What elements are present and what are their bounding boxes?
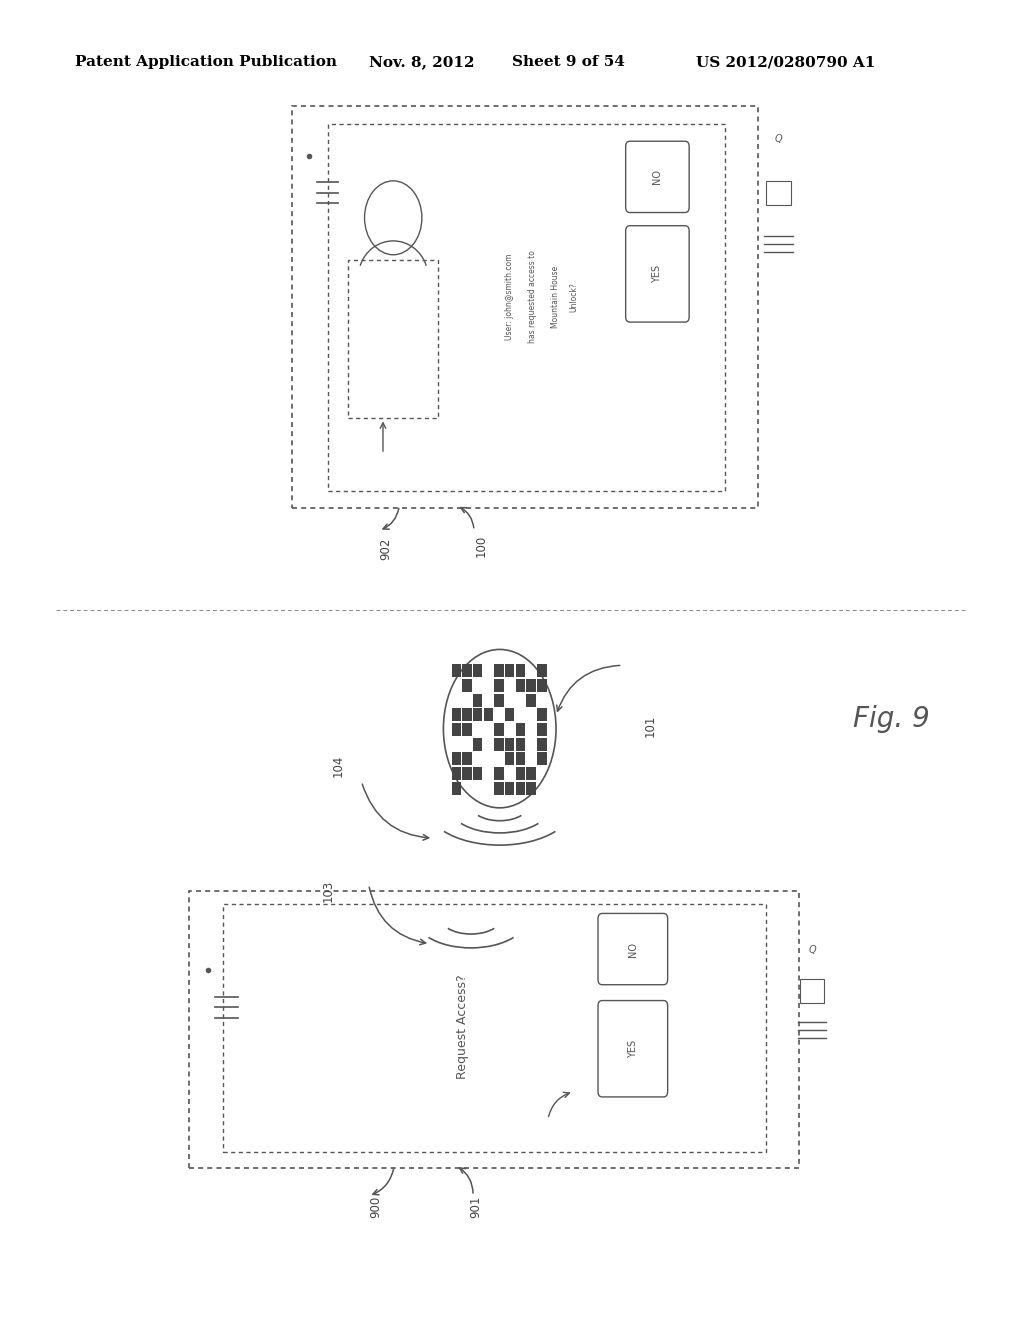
Text: User: john@smith.com: User: john@smith.com	[506, 253, 514, 341]
Bar	[452, 709, 461, 721]
Bar	[505, 664, 514, 677]
Bar	[292, 106, 758, 508]
Text: has requested access to: has requested access to	[528, 251, 537, 343]
Bar	[526, 767, 536, 780]
Bar	[538, 723, 547, 737]
Text: 900: 900	[370, 1196, 382, 1218]
Bar	[538, 752, 547, 766]
Text: Q: Q	[808, 945, 816, 956]
Bar	[505, 752, 514, 766]
Bar	[452, 767, 461, 780]
Bar	[526, 678, 536, 692]
Text: 101: 101	[644, 715, 656, 737]
Bar	[526, 781, 536, 795]
Text: US 2012/0280790 A1: US 2012/0280790 A1	[696, 55, 876, 70]
Bar	[348, 260, 438, 418]
Text: 104: 104	[332, 755, 344, 776]
Bar	[223, 904, 766, 1152]
Bar	[462, 767, 472, 780]
Bar	[495, 781, 504, 795]
Bar	[538, 664, 547, 677]
Bar	[452, 664, 461, 677]
Bar	[452, 781, 461, 795]
Text: YES: YES	[628, 1040, 638, 1057]
Bar	[452, 723, 461, 737]
Text: Sheet 9 of 54: Sheet 9 of 54	[512, 55, 625, 70]
Bar	[516, 738, 525, 751]
Bar	[766, 181, 791, 205]
Bar	[189, 891, 799, 1168]
Bar	[526, 694, 536, 706]
Bar	[462, 723, 472, 737]
Text: 103: 103	[322, 880, 334, 902]
Bar	[462, 752, 472, 766]
Bar	[516, 723, 525, 737]
Text: Patent Application Publication: Patent Application Publication	[75, 55, 337, 70]
Bar	[495, 767, 504, 780]
Text: 902: 902	[380, 537, 392, 560]
Text: Unlock?: Unlock?	[569, 282, 578, 312]
Bar	[328, 124, 725, 491]
Bar	[462, 709, 472, 721]
Text: Q: Q	[774, 133, 782, 144]
Bar	[495, 738, 504, 751]
Bar	[473, 738, 482, 751]
Bar	[473, 694, 482, 706]
Bar	[495, 678, 504, 692]
Bar	[538, 678, 547, 692]
Text: YES: YES	[652, 265, 663, 282]
Bar	[516, 678, 525, 692]
Bar	[516, 781, 525, 795]
Text: 100: 100	[475, 535, 487, 557]
Bar	[505, 709, 514, 721]
Text: Mountain House: Mountain House	[551, 265, 559, 329]
Text: NO: NO	[628, 941, 638, 957]
Bar	[495, 723, 504, 737]
Bar	[495, 664, 504, 677]
Bar	[462, 678, 472, 692]
Bar	[505, 738, 514, 751]
Bar	[452, 752, 461, 766]
Text: Request Access?: Request Access?	[457, 974, 469, 1080]
Bar	[473, 767, 482, 780]
Bar	[516, 767, 525, 780]
Bar	[538, 709, 547, 721]
Bar	[516, 664, 525, 677]
Bar	[473, 709, 482, 721]
Bar	[516, 752, 525, 766]
Bar	[483, 709, 494, 721]
Text: Fig. 9: Fig. 9	[853, 705, 929, 734]
Text: Nov. 8, 2012: Nov. 8, 2012	[369, 55, 474, 70]
Bar	[800, 979, 824, 1003]
Text: NO: NO	[652, 169, 663, 185]
Bar	[538, 738, 547, 751]
Bar	[505, 781, 514, 795]
Bar	[495, 694, 504, 706]
Text: 901: 901	[470, 1196, 482, 1218]
Bar	[462, 664, 472, 677]
Bar	[473, 664, 482, 677]
